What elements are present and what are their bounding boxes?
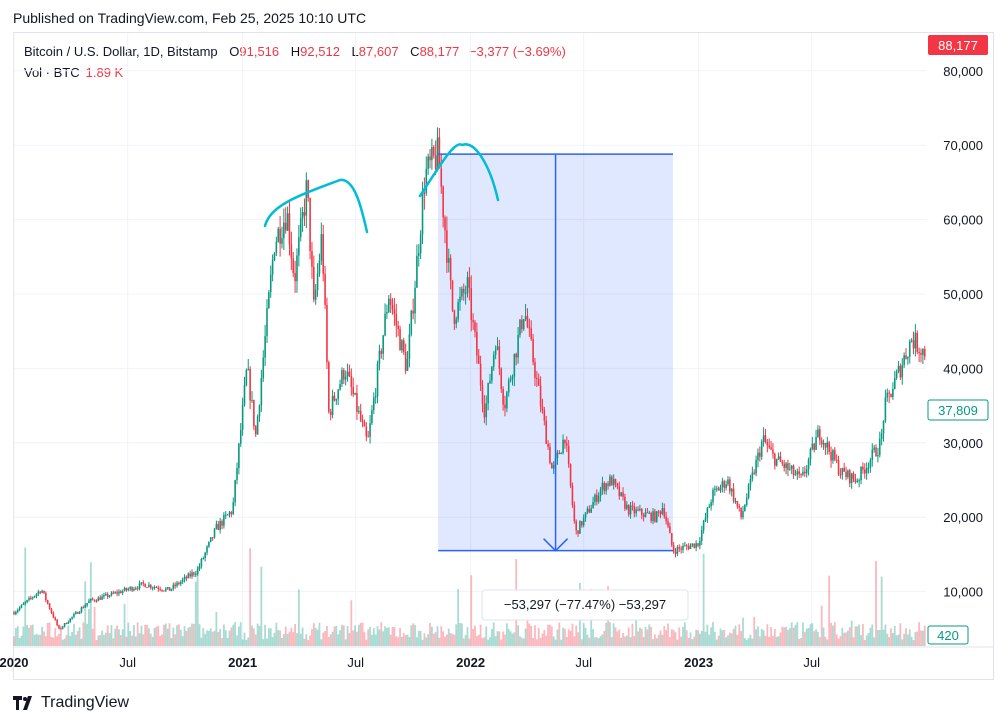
open-key: O bbox=[229, 44, 240, 59]
close-value: 88,177 bbox=[419, 44, 460, 59]
low-value: 87,607 bbox=[358, 44, 399, 59]
chart-legend: Bitcoin / U.S. Dollar, 1D, Bitstamp O91,… bbox=[24, 44, 566, 59]
volume-value: 1.89 K bbox=[85, 65, 124, 80]
symbol-label[interactable]: Bitcoin / U.S. Dollar, 1D, Bitstamp bbox=[24, 44, 218, 59]
chart-pane[interactable] bbox=[13, 32, 994, 680]
tradingview-brand: TradingView bbox=[41, 694, 130, 711]
volume-legend: Vol · BTC 1.89 K bbox=[24, 65, 123, 80]
volume-label[interactable]: Vol · BTC bbox=[24, 65, 80, 80]
low-key: L bbox=[351, 44, 359, 59]
open-value: 91,516 bbox=[239, 44, 280, 59]
tradingview-logo-icon bbox=[13, 696, 35, 710]
high-key: H bbox=[290, 44, 301, 59]
change-value: −3,377 (−3.69%) bbox=[468, 44, 566, 59]
published-label: Published on TradingView.com, Feb 25, 20… bbox=[13, 10, 367, 26]
high-value: 92,512 bbox=[300, 44, 340, 59]
tradingview-logo[interactable]: TradingView bbox=[13, 694, 129, 712]
close-key: C bbox=[410, 44, 420, 59]
